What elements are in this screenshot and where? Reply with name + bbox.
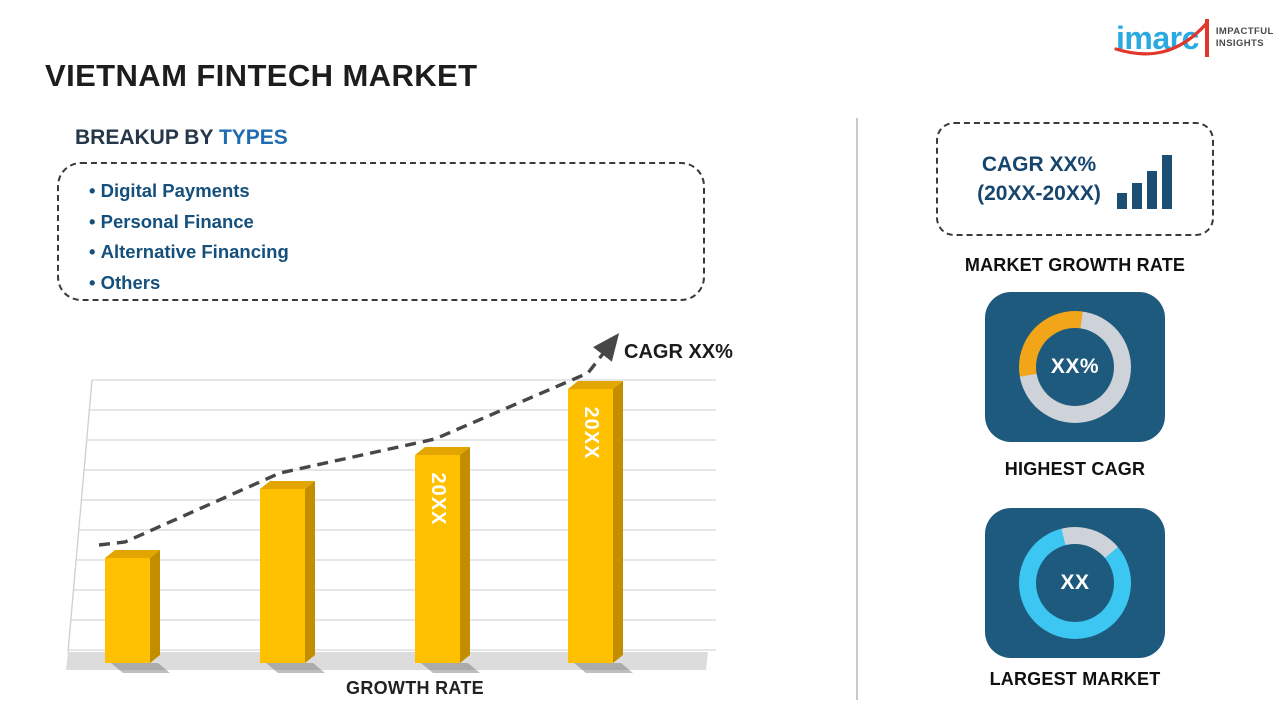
cagr-box-line2: (20XX-20XX) [977, 182, 1101, 205]
imarc-brand: imarc [1114, 17, 1208, 59]
bar-3d [415, 447, 480, 673]
growth-bar-chart: 20XX 20XX [66, 332, 716, 673]
highest-cagr-value: XX% [1050, 355, 1100, 378]
cagr-box-line1: CAGR XX% [981, 153, 1097, 176]
type-item: Others [89, 268, 703, 299]
highest-cagr-label: HIGHEST CAGR [1004, 459, 1146, 479]
type-list: Digital Payments Personal Finance Altern… [89, 176, 703, 298]
imarc-divider-bar [1204, 19, 1209, 57]
highest-cagr-donut-chart: XX% [1019, 311, 1131, 423]
chart-floor [66, 652, 708, 670]
imarc-tagline-line2: INSIGHTS [1215, 38, 1264, 49]
bar-3d [568, 381, 633, 673]
types-box: Digital Payments Personal Finance Altern… [57, 162, 705, 301]
imarc-brand-text: imarc [1116, 20, 1199, 56]
cagr-box-text: CAGR XX% (20XX-20XX) [977, 150, 1101, 208]
largest-market-card: XX [985, 508, 1165, 658]
cagr-annotation: CAGR XX% [624, 341, 733, 363]
bar-chart-icon [1116, 155, 1172, 209]
imarc-tagline: IMPACTFUL INSIGHTS [1216, 26, 1274, 50]
trend-arrow [98, 332, 620, 547]
content-divider [856, 118, 858, 700]
growth-rate-axis-label: GROWTH RATE [346, 678, 484, 698]
donut-hole [1036, 544, 1114, 622]
imarc-tagline-line1: IMPACTFUL [1215, 26, 1274, 37]
type-item: Alternative Financing [89, 237, 703, 268]
breakup-heading-highlight: TYPES [218, 126, 288, 149]
imarc-logo: imarc IMPACTFUL INSIGHTS [1114, 14, 1274, 62]
cagr-growth-box: CAGR XX% (20XX-20XX) [936, 122, 1214, 236]
highest-cagr-card: XX% [985, 292, 1165, 442]
largest-market-label: LARGEST MARKET [989, 669, 1161, 689]
donut-hole [1036, 328, 1114, 406]
largest-market-donut-chart: XX [1019, 527, 1131, 639]
type-item: Digital Payments [89, 176, 703, 207]
bar-3d [260, 481, 325, 673]
page-title: VIETNAM FINTECH MARKET [45, 58, 478, 93]
chart-left-axis [67, 379, 93, 653]
breakup-heading-label: BREAKUP BY [75, 126, 214, 149]
market-growth-rate-label: MARKET GROWTH RATE [964, 255, 1186, 275]
bar-3d [105, 550, 170, 673]
bar-year-label: 20XX [427, 473, 449, 526]
type-item: Personal Finance [89, 207, 703, 238]
bar-year-label: 20XX [580, 407, 602, 460]
largest-market-value: XX [1060, 571, 1090, 594]
breakup-heading: BREAKUP BY TYPES [75, 126, 288, 150]
